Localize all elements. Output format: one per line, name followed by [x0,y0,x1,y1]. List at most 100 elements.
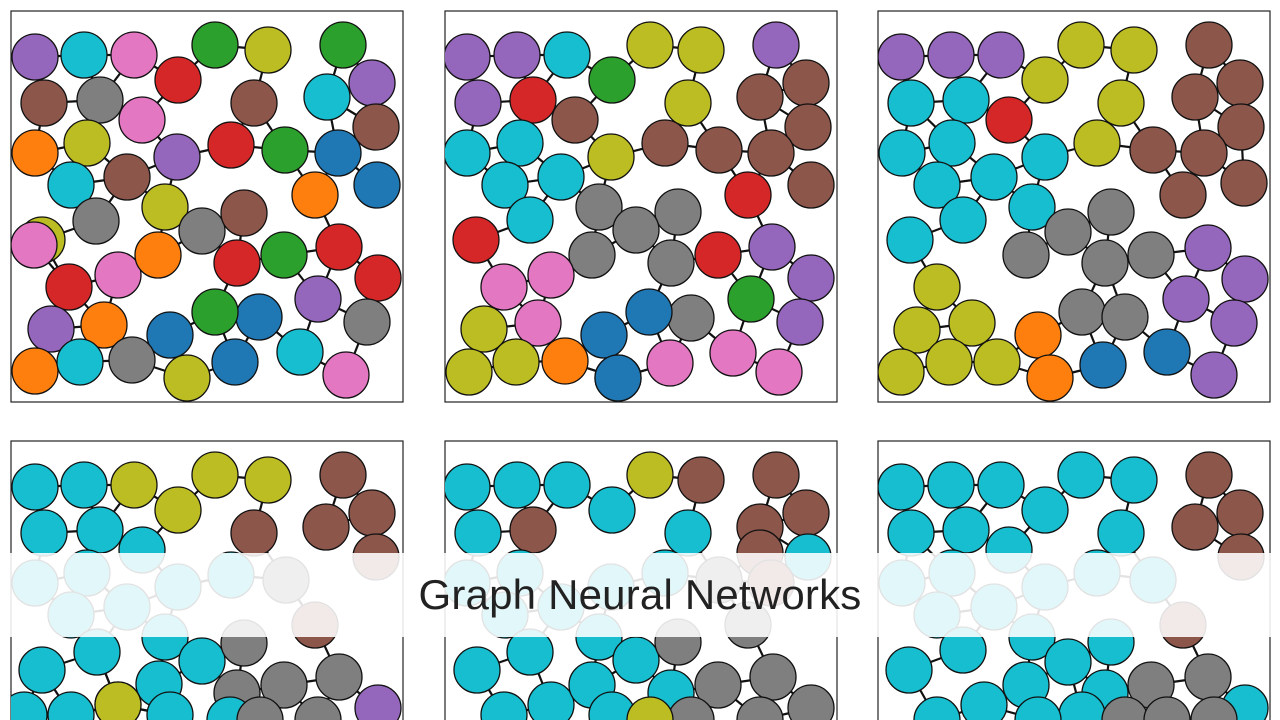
graph-node [752,451,800,499]
graph-node [960,681,1008,720]
page-title: Graph Neural Networks [418,571,862,618]
graph-node [481,161,529,209]
graph-node [752,21,800,69]
graph-node [527,251,575,299]
graph-node [191,451,239,499]
graph-node [353,161,401,209]
graph-node [939,196,987,244]
graph-node [154,56,202,104]
graph-node [352,103,400,151]
graph-node [527,681,575,720]
graph-node [60,31,108,79]
graph-node [178,637,226,685]
graph-node [354,254,402,302]
graph-node [211,338,259,386]
graph-node [664,509,712,557]
graph-node [303,73,351,121]
graph-node [76,506,124,554]
graph-node [1217,103,1265,151]
graph-node [782,489,830,537]
graph-node [63,119,111,167]
graph-node [343,298,391,346]
graph-node [925,338,973,386]
graph-node [11,463,59,511]
graph-node [509,506,557,554]
graph-node [787,254,835,302]
graph-node [480,691,528,720]
graph-node [1162,275,1210,323]
graph-node [11,347,59,395]
graph-node [56,338,104,386]
graph-node [1185,451,1233,499]
graph-node [654,188,702,236]
graph-node [594,354,642,402]
graph-node [1021,56,1069,104]
graph-node [886,216,934,264]
graph-node [1110,456,1158,504]
graph-node [749,653,797,701]
graph-node [118,96,166,144]
graph-node [1190,696,1238,720]
graph-node [141,183,189,231]
graph-node [110,461,158,509]
graph-node [893,306,941,354]
graph-panel-step-1 [11,21,402,402]
graph-node [942,76,990,124]
graph-node [230,79,278,127]
graph-node [163,354,211,402]
graph-node [27,305,75,353]
graph-node [506,196,554,244]
graph-node [1044,638,1092,686]
graph-node [146,311,194,359]
graph-node [568,231,616,279]
graph-node [445,463,491,511]
graph-node [11,33,59,81]
graph-node [748,223,796,271]
graph-node [776,298,824,346]
graph-node [60,461,108,509]
graph-node [928,119,976,167]
graph-node [134,231,182,279]
graph-node [588,56,636,104]
graph-node [1014,696,1062,720]
graph-node [878,129,926,177]
graph-node [667,294,715,342]
graph-node [887,79,935,127]
graph-node [1185,21,1233,69]
graph-node [724,171,772,219]
graph-node [977,31,1025,79]
graph-node [354,684,402,720]
graph-node [1097,509,1145,557]
graph-node [1044,208,1092,256]
graph-node [454,79,502,127]
graph-node [315,223,363,271]
graph-node [236,696,284,720]
graph-node [18,646,66,694]
graph-node [94,251,142,299]
graph-node [1101,696,1149,720]
graph-node [985,96,1033,144]
graph-node [1143,696,1191,720]
graph-node [1127,231,1175,279]
graph-node [1110,26,1158,74]
graph-node [80,301,128,349]
graph-node [1184,224,1232,272]
graph-node [47,161,95,209]
graph-node [260,661,308,709]
graph-node [445,348,493,396]
graph-node [541,337,589,385]
graph-node [942,506,990,554]
graph-node [291,171,339,219]
graph-node [1171,503,1219,551]
graph-node [445,33,491,81]
graph-node [641,119,689,167]
graph-node [1184,653,1232,701]
title-banner: Graph Neural Networks [0,553,1280,637]
graph-node [587,133,635,181]
graph-node [207,121,255,169]
graph-node [72,197,120,245]
graph-node [1002,231,1050,279]
graph-node [1087,188,1135,236]
graph-node [319,21,367,69]
graph-node [261,126,309,174]
